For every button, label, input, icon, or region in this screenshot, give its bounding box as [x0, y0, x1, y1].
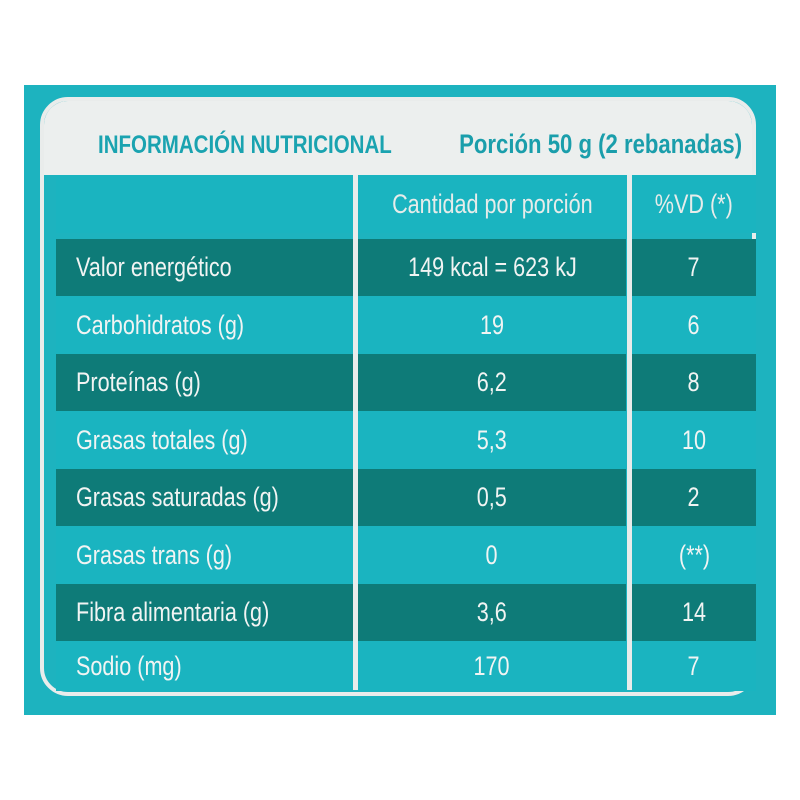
- nutrient-name: Sodio (mg): [56, 641, 353, 691]
- nutrient-name: Carbohidratos (g): [56, 296, 353, 354]
- portion-size: Porción 50 g (2 rebanadas): [459, 129, 742, 159]
- nutrient-name: Grasas saturadas (g): [56, 469, 353, 526]
- nutrient-amount: 19: [358, 296, 626, 354]
- nutrient-dv: 2: [632, 469, 756, 526]
- nutrient-amount: 3,6: [358, 584, 626, 641]
- nutrient-dv: 14: [632, 584, 756, 641]
- table-row: Grasas totales (g) 5,3 10: [56, 411, 756, 469]
- table-row: Valor energético 149 kcal = 623 kJ 7: [56, 239, 756, 296]
- nutrient-amount: 149 kcal = 623 kJ: [358, 239, 626, 296]
- nutrient-amount: 0: [358, 526, 626, 584]
- column-divider: [353, 175, 358, 690]
- nutrient-dv: 6: [632, 296, 756, 354]
- nutrient-name: Fibra alimentaria (g): [56, 584, 353, 641]
- nutrient-name: Grasas trans (g): [56, 526, 353, 584]
- table-row: Proteínas (g) 6,2 8: [56, 354, 756, 411]
- nutrient-dv: (**): [632, 526, 756, 584]
- column-divider: [627, 175, 632, 690]
- nutrient-amount: 5,3: [358, 411, 626, 469]
- header-cell-amount: Cantidad por porción: [358, 175, 626, 233]
- nutrient-amount: 0,5: [358, 469, 626, 526]
- nutrient-name: Valor energético: [56, 239, 353, 296]
- nutrient-name: Proteínas (g): [56, 354, 353, 411]
- table-header-row: Cantidad por porción %VD (*): [56, 175, 756, 233]
- title-band: INFORMACIÓN NUTRICIONAL Porción 50 g (2 …: [44, 101, 752, 175]
- label-title: INFORMACIÓN NUTRICIONAL: [98, 131, 392, 159]
- nutrient-name: Grasas totales (g): [56, 411, 353, 469]
- table-row: Sodio (mg) 170 7: [56, 641, 756, 691]
- nutrient-dv: 8: [632, 354, 756, 411]
- nutrition-label-panel: INFORMACIÓN NUTRICIONAL Porción 50 g (2 …: [24, 85, 776, 715]
- nutrition-label-frame: INFORMACIÓN NUTRICIONAL Porción 50 g (2 …: [40, 97, 756, 696]
- header-cell-dv: %VD (*): [632, 175, 756, 233]
- table-row: Carbohidratos (g) 19 6: [56, 296, 756, 354]
- table-row: Fibra alimentaria (g) 3,6 14: [56, 584, 756, 641]
- nutrient-amount: 170: [358, 641, 626, 691]
- nutrient-amount: 6,2: [358, 354, 626, 411]
- header-cell-nutrient: [56, 175, 353, 233]
- nutrient-dv: 7: [632, 641, 756, 691]
- table-row: Grasas saturadas (g) 0,5 2: [56, 469, 756, 526]
- nutrient-dv: 7: [632, 239, 756, 296]
- table-row: Grasas trans (g) 0 (**): [56, 526, 756, 584]
- nutrition-table: Cantidad por porción %VD (*) Valor energ…: [56, 175, 756, 691]
- nutrient-dv: 10: [632, 411, 756, 469]
